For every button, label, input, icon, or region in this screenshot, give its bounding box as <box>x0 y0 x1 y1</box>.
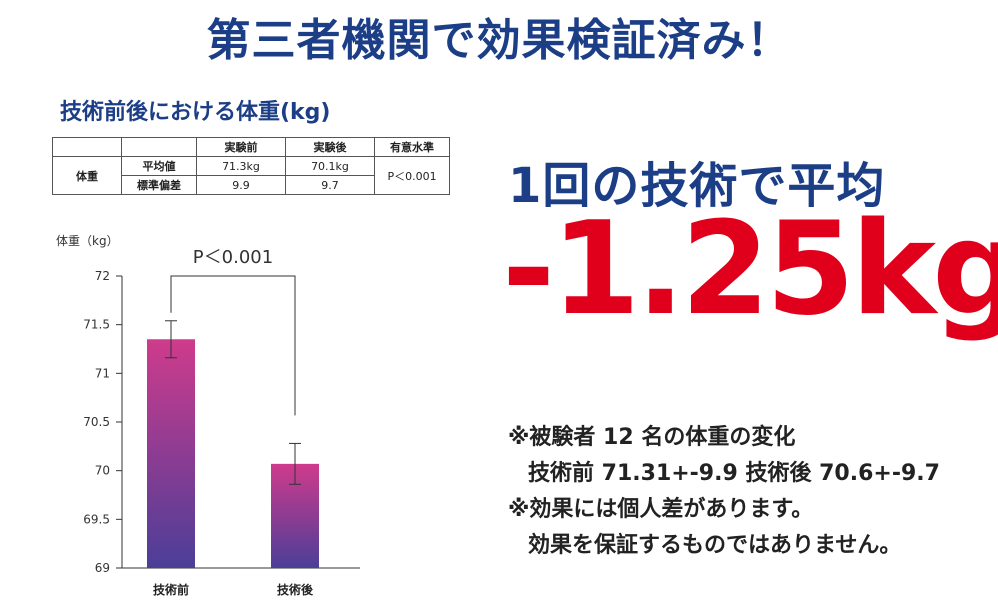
row-label-sd: 標準偏差 <box>121 175 197 195</box>
notes: ※被験者 12 名の体重の変化 技術前 71.31+-9.9 技術後 70.6+… <box>508 420 940 564</box>
stats-table: 実験前 実験後 有意水準 体重 平均値 71.3kg 70.1kg P＜0.00… <box>52 137 450 195</box>
cell-significance: P＜0.001 <box>374 156 450 195</box>
note-line-1: ※被験者 12 名の体重の変化 <box>508 425 796 450</box>
table-row: 標準偏差 9.9 9.7 <box>53 175 450 195</box>
table-title: 技術前後における体重(kg) <box>60 100 331 125</box>
note-line-4: 効果を保証するものではありません。 <box>528 533 902 558</box>
row-label-mean: 平均値 <box>121 156 197 176</box>
chart-y-axis-label: 体重（kg） <box>56 234 119 248</box>
header-after: 実験後 <box>285 137 375 157</box>
header-before: 実験前 <box>196 137 286 157</box>
y-tick-label: 70.5 <box>83 415 110 429</box>
headline: 第三者機関で効果検証済み！ <box>206 15 792 66</box>
header-cell-empty-1 <box>52 137 122 157</box>
table-header-row: 実験前 実験後 有意水準 <box>52 137 450 157</box>
note-line-3: ※効果には個人差があります。 <box>508 497 814 522</box>
y-tick-label: 71 <box>95 366 110 380</box>
x-tick-label: 技術前 <box>153 582 189 597</box>
header-significance: 有意水準 <box>374 137 450 157</box>
y-tick-label: 69 <box>95 561 110 575</box>
bar-chart: 72 71.5 71 70.5 70 69.5 69 技術前 技術後 P＜0.001 <box>83 247 360 597</box>
significance-bracket <box>170 275 296 416</box>
significance-label: P＜0.001 <box>193 247 273 268</box>
row-group-label: 体重 <box>52 156 122 195</box>
header-cell-empty-2 <box>121 137 197 157</box>
y-tick-label: 71.5 <box>83 318 110 332</box>
table-row: 体重 平均値 71.3kg 70.1kg P＜0.001 <box>52 156 450 195</box>
y-tick-label: 70 <box>95 464 110 478</box>
cell-mean-after: 70.1kg <box>285 156 375 176</box>
bar <box>147 339 195 568</box>
callout-value: -1.25kg <box>502 195 998 344</box>
cell-sd-before: 9.9 <box>196 175 286 195</box>
x-tick-label: 技術後 <box>277 582 314 597</box>
cell-sd-after: 9.7 <box>285 175 375 195</box>
y-tick-label: 69.5 <box>83 512 110 526</box>
y-tick-label: 72 <box>95 269 110 283</box>
cell-mean-before: 71.3kg <box>196 156 286 176</box>
note-line-2: 技術前 71.31+-9.9 技術後 70.6+-9.7 <box>528 461 940 486</box>
callout-line: 1回の技術で平均 <box>508 158 886 214</box>
